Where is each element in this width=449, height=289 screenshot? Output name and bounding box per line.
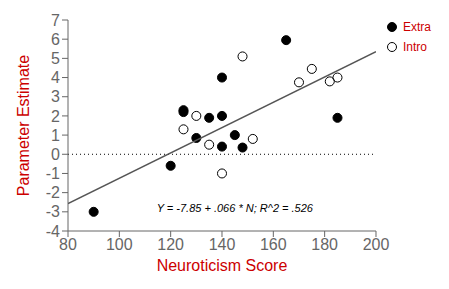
- svg-text:80: 80: [59, 236, 77, 253]
- svg-text:6: 6: [51, 31, 60, 48]
- svg-text:2: 2: [51, 108, 60, 125]
- svg-text:140: 140: [209, 236, 236, 253]
- svg-text:5: 5: [51, 50, 60, 67]
- svg-text:Neuroticism Score: Neuroticism Score: [157, 257, 288, 274]
- svg-text:4: 4: [51, 69, 60, 86]
- svg-text:3: 3: [51, 88, 60, 105]
- svg-text:-3: -3: [46, 203, 60, 220]
- svg-text:1: 1: [51, 127, 60, 144]
- svg-text:7: 7: [51, 12, 60, 29]
- html-text:Intro: Intro: [403, 40, 427, 54]
- svg-text:Parameter Estimate: Parameter Estimate: [15, 55, 32, 196]
- svg-text:180: 180: [311, 236, 338, 253]
- svg-text:-2: -2: [46, 184, 60, 201]
- svg-text:-1: -1: [46, 165, 60, 182]
- svg-text:-4: -4: [46, 223, 60, 240]
- svg-text:0: 0: [51, 146, 60, 163]
- svg-text:200: 200: [363, 236, 390, 253]
- svg-text:160: 160: [260, 236, 287, 253]
- svg-text:120: 120: [157, 236, 184, 253]
- svg-text:Y = -7.85 + .066 * N; R^2 = .5: Y = -7.85 + .066 * N; R^2 = .526: [157, 202, 314, 214]
- html-text:Extra: Extra: [403, 20, 431, 34]
- svg-text:100: 100: [106, 236, 133, 253]
